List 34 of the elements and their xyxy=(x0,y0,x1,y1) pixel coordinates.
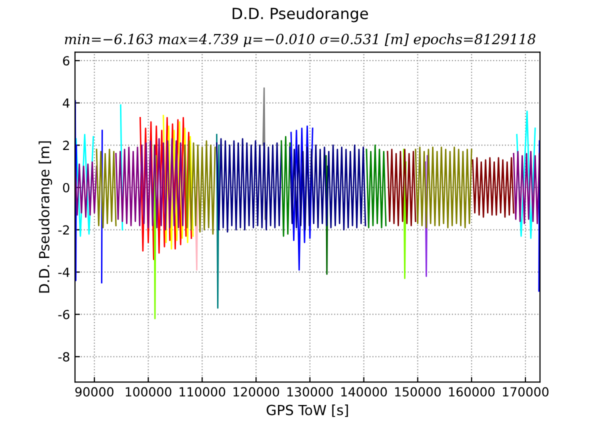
chart-title: D.D. Pseudorange xyxy=(232,7,368,22)
line-series xyxy=(414,146,472,228)
line-series xyxy=(472,157,514,218)
y-axis-title: D.D. Pseudorange [m] xyxy=(38,141,52,293)
x-tick-label: 140000 xyxy=(341,387,387,397)
line-series xyxy=(366,144,387,228)
line-series xyxy=(216,138,282,233)
x-tick-label: 110000 xyxy=(180,387,226,397)
y-tick-label: -6 xyxy=(58,310,70,320)
line-series xyxy=(96,148,117,228)
line-series xyxy=(512,150,540,224)
y-tick-label: -4 xyxy=(58,268,70,277)
x-tick-label: 160000 xyxy=(449,387,495,397)
y-tick-label: -2 xyxy=(58,225,69,235)
x-tick-label: 90000 xyxy=(75,387,114,397)
line-series xyxy=(184,140,216,235)
y-tick-label: -8 xyxy=(58,352,70,362)
x-tick-label: 120000 xyxy=(234,387,280,397)
line-series xyxy=(115,138,186,230)
line-series xyxy=(280,136,291,237)
chart-subtitle: min=−6.163 max=4.739 μ=−0.010 σ=0.531 [m] epochs=8129118 xyxy=(64,34,536,47)
x-tick-label: 100000 xyxy=(126,387,172,397)
line-series xyxy=(386,148,416,226)
y-tick-label: 0 xyxy=(63,182,70,192)
x-tick-label: 170000 xyxy=(502,387,548,397)
x-tick-label: 150000 xyxy=(395,387,441,397)
y-tick-label: 6 xyxy=(63,56,70,66)
line-series xyxy=(75,161,98,218)
line-series xyxy=(289,144,366,230)
x-tick-label: 130000 xyxy=(287,387,333,397)
line-series xyxy=(162,114,194,250)
x-axis-title: GPS ToW [s] xyxy=(266,404,348,417)
y-tick-label: 4 xyxy=(62,98,70,108)
y-tick-label: 2 xyxy=(63,140,69,150)
